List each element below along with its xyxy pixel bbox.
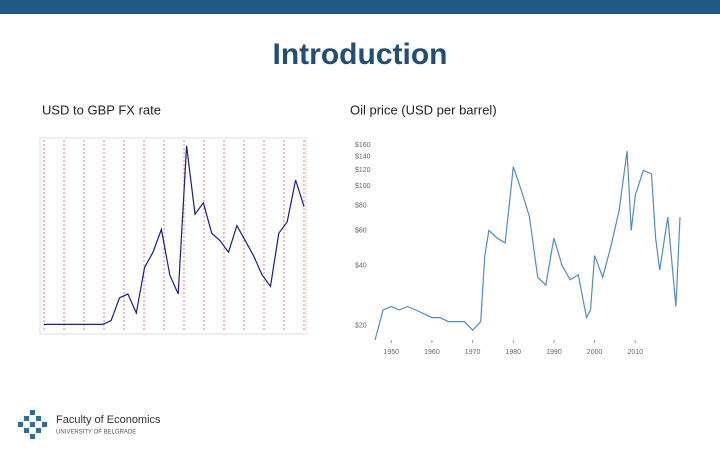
x-tick-label: 2000: [587, 349, 603, 356]
data-line: [374, 150, 681, 341]
y-tick-label: $100: [355, 183, 371, 190]
chart-caption: Oil price (USD per barrel): [350, 102, 497, 117]
y-tick-label: $60: [355, 227, 367, 234]
x-tick-label: 2010: [627, 349, 643, 356]
x-tick-label: 1980: [505, 349, 521, 356]
y-tick-label: $40: [355, 263, 367, 270]
slide-title: Introduction: [273, 38, 448, 71]
logo: [18, 410, 47, 439]
x-tick-label: 1950: [383, 349, 399, 356]
y-tick-label: $160: [355, 142, 371, 149]
x-tick-label: 1990: [546, 349, 562, 356]
data-line: [44, 145, 305, 325]
x-tick-label: 1970: [465, 349, 481, 356]
y-tick-label: $120: [355, 167, 371, 174]
footer-university: UNIVERSITY OF BELGRADE: [56, 430, 136, 436]
y-tick-label: $20: [355, 323, 367, 330]
top-band: [0, 0, 720, 14]
x-tick-label: 1960: [424, 349, 440, 356]
y-tick-label: $140: [355, 154, 371, 161]
y-tick-label: $80: [355, 202, 367, 209]
footer-name: Faculty of Economics: [56, 414, 161, 426]
fx-frame: [39, 137, 307, 335]
chart-caption: USD to GBP FX rate: [42, 102, 161, 117]
